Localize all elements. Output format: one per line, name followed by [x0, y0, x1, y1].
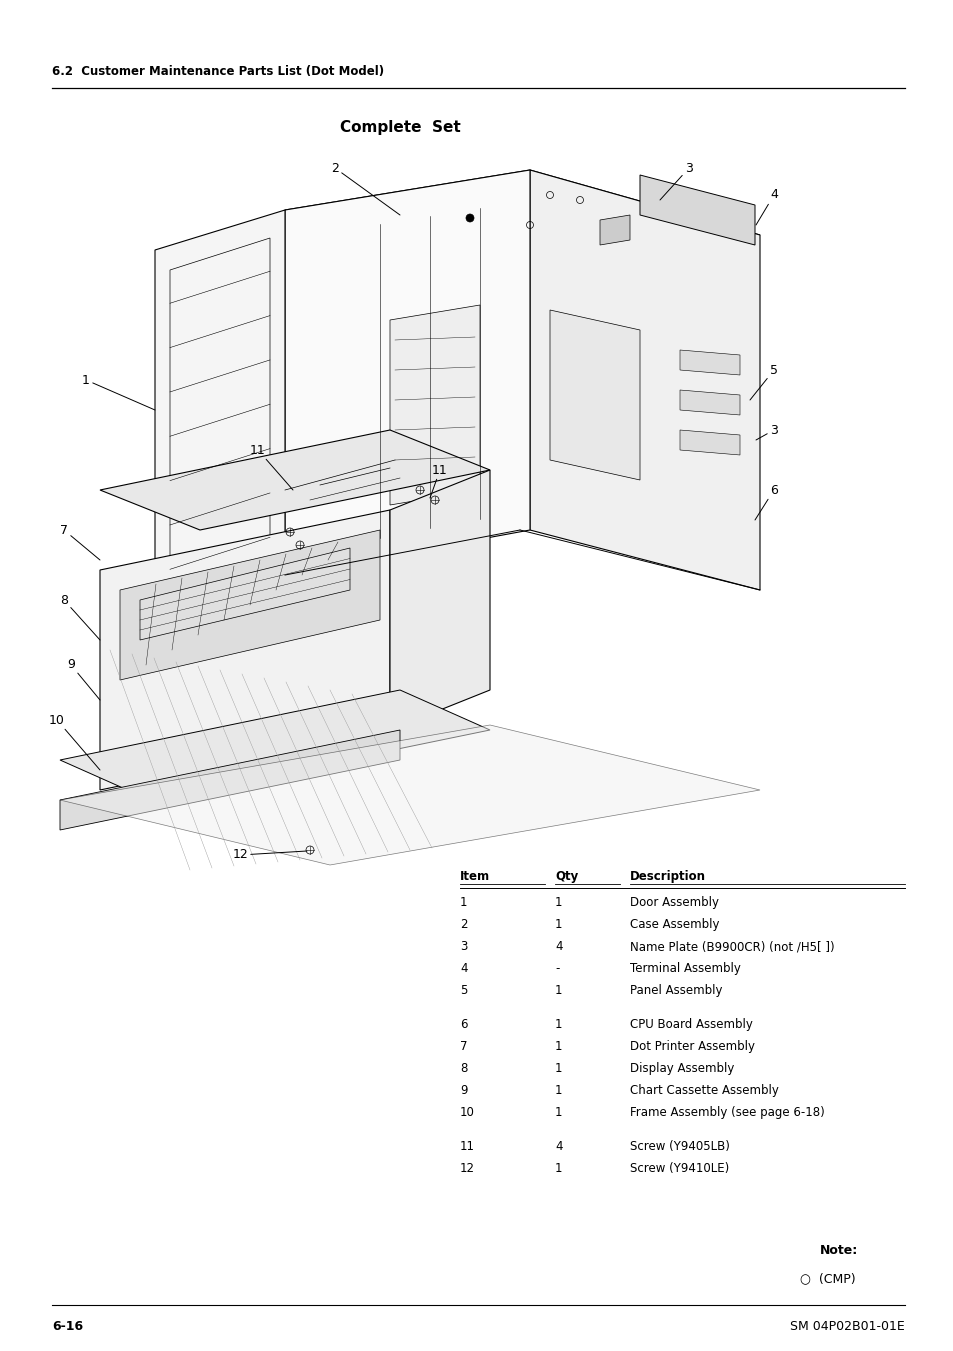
- Polygon shape: [679, 430, 740, 455]
- Polygon shape: [639, 176, 754, 245]
- Text: Dot Printer Assembly: Dot Printer Assembly: [629, 1040, 754, 1052]
- Text: Chart Cassette Assembly: Chart Cassette Assembly: [629, 1084, 778, 1097]
- Text: 12: 12: [459, 1162, 475, 1175]
- Text: Qty: Qty: [555, 870, 578, 884]
- Circle shape: [465, 213, 474, 222]
- Text: 9: 9: [459, 1084, 467, 1097]
- Polygon shape: [60, 730, 399, 830]
- Text: Case Assembly: Case Assembly: [629, 917, 719, 931]
- Polygon shape: [154, 209, 285, 620]
- Text: 10: 10: [459, 1106, 475, 1119]
- Text: 3: 3: [755, 423, 777, 440]
- Polygon shape: [100, 509, 390, 790]
- Text: Panel Assembly: Panel Assembly: [629, 984, 721, 997]
- Text: 2: 2: [331, 162, 399, 215]
- Polygon shape: [530, 170, 760, 590]
- Text: 9: 9: [67, 658, 100, 700]
- Text: 11: 11: [459, 1140, 475, 1152]
- Text: 6.2  Customer Maintenance Parts List (Dot Model): 6.2 Customer Maintenance Parts List (Dot…: [52, 65, 384, 78]
- Text: 4: 4: [555, 940, 562, 952]
- Text: 3: 3: [659, 162, 692, 200]
- Text: 4: 4: [459, 962, 467, 975]
- Polygon shape: [679, 350, 740, 376]
- Text: 5: 5: [749, 363, 778, 400]
- Text: SM 04P02B01-01E: SM 04P02B01-01E: [789, 1320, 904, 1333]
- Polygon shape: [60, 690, 490, 800]
- Text: CPU Board Assembly: CPU Board Assembly: [629, 1019, 752, 1031]
- Polygon shape: [285, 170, 530, 576]
- Text: Note:: Note:: [820, 1244, 858, 1256]
- Polygon shape: [60, 725, 760, 865]
- Polygon shape: [679, 390, 740, 415]
- Text: 1: 1: [555, 1019, 562, 1031]
- Text: 1: 1: [555, 984, 562, 997]
- Text: 1: 1: [555, 1162, 562, 1175]
- Text: Description: Description: [629, 870, 705, 884]
- Text: 1: 1: [555, 1040, 562, 1052]
- Text: Display Assembly: Display Assembly: [629, 1062, 734, 1075]
- Text: 7: 7: [459, 1040, 467, 1052]
- Text: 10: 10: [49, 713, 100, 770]
- Text: Terminal Assembly: Terminal Assembly: [629, 962, 740, 975]
- Text: Frame Assembly (see page 6-18): Frame Assembly (see page 6-18): [629, 1106, 824, 1119]
- Text: 8: 8: [459, 1062, 467, 1075]
- Text: 2: 2: [459, 917, 467, 931]
- Text: 3: 3: [459, 940, 467, 952]
- Polygon shape: [390, 470, 490, 730]
- Text: 11: 11: [250, 443, 293, 490]
- Text: 1: 1: [555, 1062, 562, 1075]
- Text: Name Plate (B9900CR) (not /H5[ ]): Name Plate (B9900CR) (not /H5[ ]): [629, 940, 834, 952]
- Polygon shape: [140, 549, 350, 640]
- Text: 6-16: 6-16: [52, 1320, 83, 1333]
- Text: 5: 5: [459, 984, 467, 997]
- Text: Item: Item: [459, 870, 490, 884]
- Polygon shape: [390, 305, 479, 505]
- Text: 1: 1: [555, 917, 562, 931]
- Text: 4: 4: [755, 189, 777, 226]
- Text: 7: 7: [60, 523, 100, 561]
- Text: 1: 1: [82, 373, 154, 409]
- Polygon shape: [120, 530, 379, 680]
- Text: 1: 1: [459, 896, 467, 909]
- Polygon shape: [599, 215, 629, 245]
- Text: 1: 1: [555, 1106, 562, 1119]
- Text: 1: 1: [555, 1084, 562, 1097]
- Text: 12: 12: [232, 848, 307, 862]
- Text: Screw (Y9410LE): Screw (Y9410LE): [629, 1162, 728, 1175]
- Text: 11: 11: [430, 463, 447, 499]
- Text: ○  (CMP): ○ (CMP): [800, 1273, 855, 1285]
- Polygon shape: [100, 430, 490, 530]
- Text: -: -: [555, 962, 558, 975]
- Text: Door Assembly: Door Assembly: [629, 896, 719, 909]
- Polygon shape: [285, 170, 760, 276]
- Text: 6: 6: [459, 1019, 467, 1031]
- Text: 6: 6: [754, 484, 777, 520]
- Polygon shape: [550, 309, 639, 480]
- Text: Screw (Y9405LB): Screw (Y9405LB): [629, 1140, 729, 1152]
- Text: 4: 4: [555, 1140, 562, 1152]
- Text: 8: 8: [60, 593, 100, 640]
- Text: Complete  Set: Complete Set: [339, 120, 460, 135]
- Text: 1: 1: [555, 896, 562, 909]
